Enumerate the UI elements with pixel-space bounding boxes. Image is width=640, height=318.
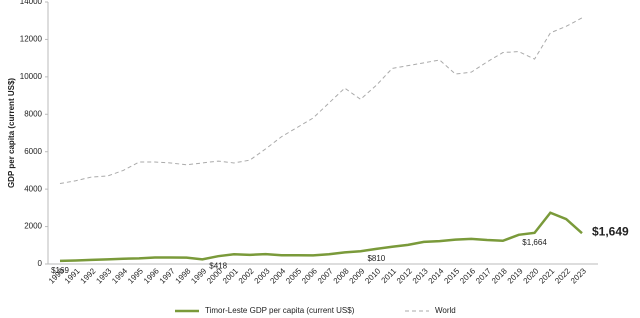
- y-tick-label: 10000: [20, 72, 43, 81]
- x-tick-label: 2014: [427, 266, 446, 285]
- x-tick-label: 2015: [442, 266, 461, 285]
- x-tick-label: 1998: [174, 266, 193, 285]
- x-tick-label: 2007: [316, 266, 335, 285]
- x-tick-label: 2003: [253, 266, 272, 285]
- y-tick-label: 8000: [24, 109, 42, 118]
- y-tick-label: 2000: [24, 222, 42, 231]
- y-axis-label: GDP per capita (current US$): [7, 78, 16, 188]
- x-tick-label: 1999: [189, 266, 208, 285]
- x-tick-label: 2011: [380, 266, 399, 285]
- legend-label: World: [435, 306, 456, 315]
- data-label: $169: [51, 266, 69, 275]
- x-tick-label: 2012: [395, 266, 414, 285]
- data-label: $810: [367, 254, 385, 263]
- x-tick-label: 1994: [110, 266, 129, 285]
- data-label: $1,649: [592, 224, 629, 238]
- legend-label: Timor-Leste GDP per capita (current US$): [205, 306, 355, 315]
- data-label: $418: [209, 261, 227, 270]
- x-tick-label: 2010: [363, 266, 382, 285]
- x-tick-label: 2008: [332, 266, 351, 285]
- x-tick-label: 2002: [237, 266, 256, 285]
- x-tick-label: 2022: [553, 266, 572, 285]
- x-tick-label: 1992: [79, 266, 98, 285]
- y-tick-label: 0: [38, 259, 43, 268]
- data-label: $1,664: [522, 238, 547, 247]
- x-tick-label: 2017: [474, 266, 493, 285]
- x-tick-label: 2005: [284, 266, 303, 285]
- series-line: [59, 211, 583, 263]
- x-tick-label: 2019: [506, 266, 525, 285]
- x-tick-label: 1993: [94, 266, 113, 285]
- x-tick-label: 2013: [411, 266, 430, 285]
- y-tick-label: 12000: [20, 35, 43, 44]
- x-tick-label: 2020: [522, 266, 541, 285]
- y-tick-label: 14000: [20, 0, 43, 6]
- x-tick-label: 2018: [490, 266, 509, 285]
- y-tick-label: 4000: [24, 184, 42, 193]
- x-tick-label: 1995: [126, 266, 145, 285]
- x-tick-label: 1997: [158, 266, 177, 285]
- x-tick-label: 2006: [300, 266, 319, 285]
- x-tick-label: 2016: [458, 266, 477, 285]
- x-tick-label: 2023: [569, 266, 588, 285]
- x-tick-label: 1996: [142, 266, 161, 285]
- y-tick-label: 6000: [24, 147, 42, 156]
- x-tick-label: 2009: [348, 266, 367, 285]
- x-tick-label: 2021: [537, 266, 556, 285]
- x-tick-label: 2004: [268, 266, 287, 285]
- series-line: [59, 17, 583, 185]
